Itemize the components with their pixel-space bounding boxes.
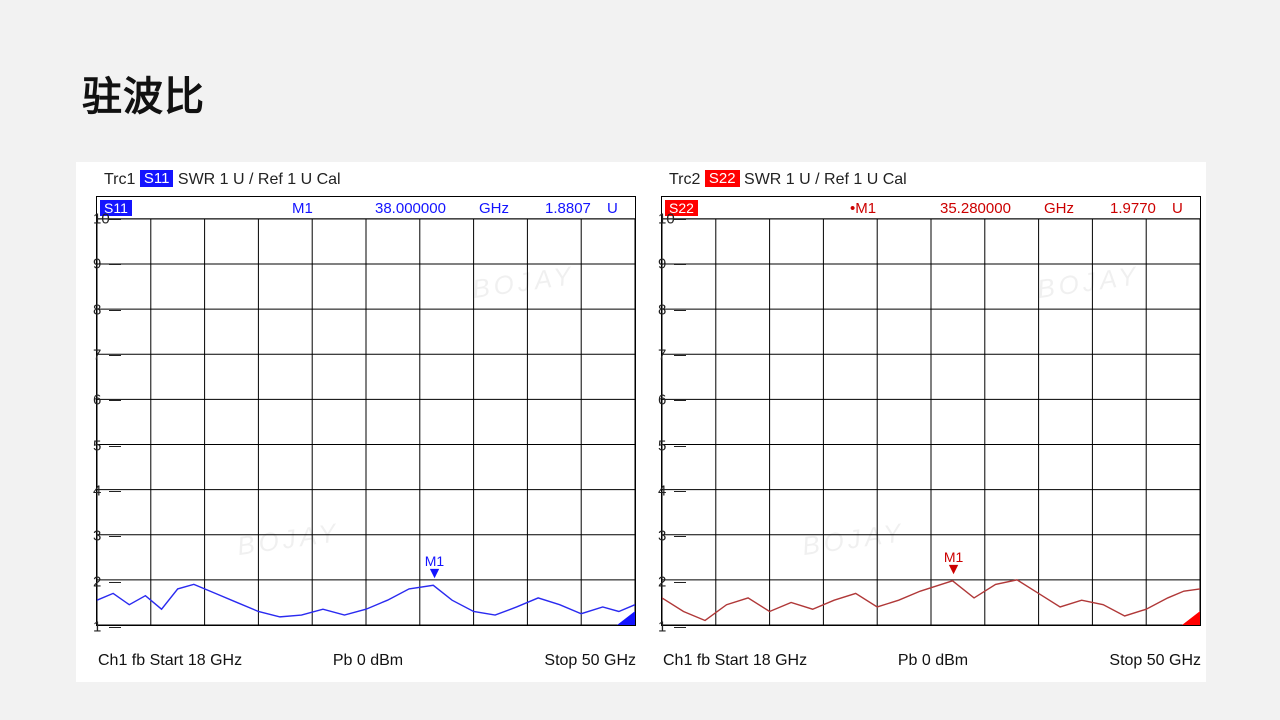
chart2-header-text: SWR 1 U / Ref 1 U Cal bbox=[744, 171, 907, 188]
chart2-marker-valunit: U bbox=[1172, 200, 1183, 217]
y-tick-label: 5 bbox=[93, 437, 101, 454]
y-tick-label: 4 bbox=[658, 483, 666, 500]
chart1-header: Trc1 S11 SWR 1 U / Ref 1 U Cal bbox=[104, 170, 341, 189]
y-tick-label: 4 bbox=[93, 483, 101, 500]
chart1-series-pill: S11 bbox=[140, 170, 174, 187]
y-tick-label: 10 bbox=[93, 211, 110, 228]
chart2-svg bbox=[662, 197, 1200, 625]
y-tick-label: 1 bbox=[658, 619, 666, 636]
chart2-footer-left: Ch1 fb Start 18 GHz bbox=[663, 652, 807, 670]
chart1-footer-mid: Pb 0 dBm bbox=[333, 652, 403, 670]
chart2-footer-mid: Pb 0 dBm bbox=[898, 652, 968, 670]
y-tick-label: 6 bbox=[93, 392, 101, 409]
chart2-marker-name: •M1 bbox=[850, 200, 876, 217]
chart2-trace-label: Trc2 bbox=[669, 171, 700, 188]
chart1-footer-left: Ch1 fb Start 18 GHz bbox=[98, 652, 242, 670]
chart2-marker-freq: 35.280000 bbox=[940, 200, 1011, 217]
chart2-marker-name-text: M1 bbox=[855, 200, 876, 217]
chart-s22: Trc2 S22 SWR 1 U / Ref 1 U Cal S22 •M1 3… bbox=[641, 162, 1206, 682]
y-tick-label: 5 bbox=[658, 437, 666, 454]
chart2-series-pill: S22 bbox=[705, 170, 740, 187]
chart2-header: Trc2 S22 SWR 1 U / Ref 1 U Cal bbox=[669, 170, 907, 189]
chart1-svg bbox=[97, 197, 635, 625]
y-tick-label: 2 bbox=[93, 573, 101, 590]
page-title: 驻波比 bbox=[82, 64, 205, 122]
y-tick-label: 9 bbox=[658, 256, 666, 273]
chart2-footer-right: Stop 50 GHz bbox=[1109, 652, 1201, 670]
chart1-marker-name: M1 bbox=[292, 200, 313, 217]
chart1-footer-right: Stop 50 GHz bbox=[544, 652, 636, 670]
chart2-marker-frequnit: GHz bbox=[1044, 200, 1074, 217]
y-tick-label: 8 bbox=[93, 301, 101, 318]
y-tick-label: 8 bbox=[658, 301, 666, 318]
chart1-marker-valunit: U bbox=[607, 200, 618, 217]
y-tick-label: 7 bbox=[93, 347, 101, 364]
chart1-marker-freq: 38.000000 bbox=[375, 200, 446, 217]
y-tick-label: 2 bbox=[658, 573, 666, 590]
chart1-marker-value: 1.8807 bbox=[545, 200, 591, 217]
chart1-header-text: SWR 1 U / Ref 1 U Cal bbox=[178, 171, 341, 188]
y-tick-label: 3 bbox=[93, 528, 101, 545]
y-tick-label: 3 bbox=[658, 528, 666, 545]
charts-container: Trc1 S11 SWR 1 U / Ref 1 U Cal S11 M1 38… bbox=[76, 162, 1206, 682]
y-tick-label: 9 bbox=[93, 256, 101, 273]
chart2-marker-value: 1.9770 bbox=[1110, 200, 1156, 217]
chart2-plot: S22 •M1 35.280000 GHz 1.9770 U BOJAY BOJ… bbox=[661, 196, 1201, 626]
chart1-marker-frequnit: GHz bbox=[479, 200, 509, 217]
chart-s11: Trc1 S11 SWR 1 U / Ref 1 U Cal S11 M1 38… bbox=[76, 162, 641, 682]
chart1-plot: S11 M1 38.000000 GHz 1.8807 U BOJAY BOJA… bbox=[96, 196, 636, 626]
y-tick-label: 1 bbox=[93, 619, 101, 636]
chart1-trace-label: Trc1 bbox=[104, 171, 135, 188]
y-tick-label: 10 bbox=[658, 211, 675, 228]
y-tick-label: 7 bbox=[658, 347, 666, 364]
y-tick-label: 6 bbox=[658, 392, 666, 409]
